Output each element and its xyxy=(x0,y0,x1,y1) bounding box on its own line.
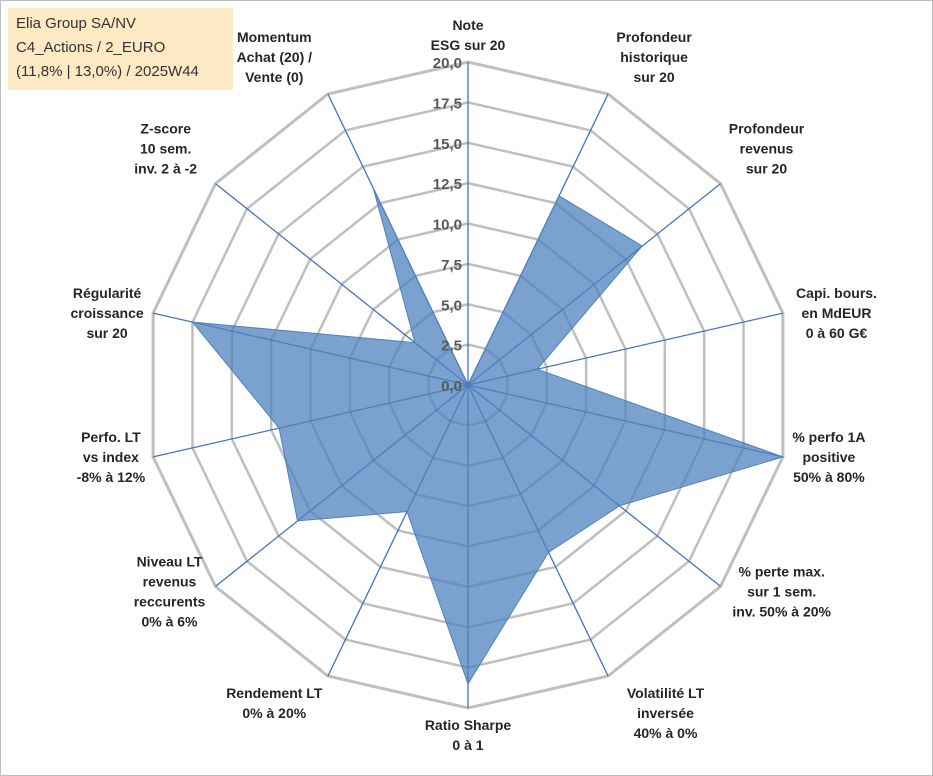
axis-label: % perte max. sur 1 sem. inv. 50% à 20% xyxy=(732,563,831,619)
tick-label: 10,0 xyxy=(433,217,462,234)
axis-label-line: Régularité xyxy=(73,285,142,301)
axis-label-line: revenus xyxy=(143,573,197,589)
axis-label-line: sur 20 xyxy=(746,161,787,177)
axis-label-line: historique xyxy=(620,49,688,65)
series-area xyxy=(191,188,785,685)
axis-label-line: reccurents xyxy=(134,593,206,609)
axis-label: Volatilité LT inversée 40% à 0% xyxy=(627,685,705,741)
axis-label-line: -8% à 12% xyxy=(77,469,146,485)
tick-label: 20,0 xyxy=(433,55,462,72)
category-label: C4_Actions / 2_EURO xyxy=(16,39,166,56)
tick-label: 0,0 xyxy=(441,378,462,395)
axis-label-line: 10 sem. xyxy=(140,141,191,157)
axis-label-line: sur 20 xyxy=(633,69,674,85)
axis-label-line: 0 à 1 xyxy=(452,737,483,753)
axis-label-line: positive xyxy=(802,449,855,465)
axis-label-line: 40% à 0% xyxy=(634,725,698,741)
axis-label-line: revenus xyxy=(740,141,794,157)
axis-label-line: 0 à 60 G€ xyxy=(806,325,868,341)
tick-label: 5,0 xyxy=(441,297,462,314)
axis-label: Z-score 10 sem. inv. 2 à -2 xyxy=(134,121,197,177)
axis-label: Capi. bours. en MdEUR 0 à 60 G€ xyxy=(796,285,877,341)
axis-label-line: 0% à 20% xyxy=(242,705,306,721)
axis-label: Rendement LT 0% à 20% xyxy=(226,685,323,721)
tick-label: 12,5 xyxy=(433,176,462,193)
axis-label-line: sur 20 xyxy=(86,325,127,341)
axis-label-line: Momentum xyxy=(237,29,312,45)
period-label: (11,8% | 13,0%) / 2025W44 xyxy=(16,63,199,80)
axis-labels: Note ESG sur 20 Profondeur historique sur 20… xyxy=(71,17,877,753)
axis-label-line: 50% à 80% xyxy=(793,469,865,485)
axis-label-line: inv. 50% à 20% xyxy=(732,603,831,619)
axis-label: Profondeur historique sur 20 xyxy=(616,29,692,85)
axis-label-line: inv. 2 à -2 xyxy=(134,161,197,177)
axis-label: Perfo. LT vs index -8% à 12% xyxy=(77,429,146,485)
axis-label-line: en MdEUR xyxy=(802,305,872,321)
axis-label: Profondeur revenus sur 20 xyxy=(729,121,805,177)
axis-label-line: Z-score xyxy=(140,121,191,137)
axis-label-line: Profondeur xyxy=(729,121,805,137)
axis-label-line: Vente (0) xyxy=(245,69,303,85)
axis-label: Note ESG sur 20 xyxy=(431,17,506,53)
axis-label: Niveau LT revenus reccurents 0% à 6% xyxy=(134,553,206,629)
axis-label-line: Achat (20) / xyxy=(237,49,313,65)
axis-label-line: Note xyxy=(452,17,483,33)
axis-label-line: Profondeur xyxy=(616,29,692,45)
axis-label-line: croissance xyxy=(71,305,144,321)
axis-label-line: vs index xyxy=(83,449,139,465)
axis-label-line: 0% à 6% xyxy=(141,613,198,629)
axis-label: Momentum Achat (20) / Vente (0) xyxy=(237,29,313,85)
axis-label-line: ESG sur 20 xyxy=(431,37,506,53)
axis-label: Ratio Sharpe 0 à 1 xyxy=(425,717,512,753)
axis-label-line: Niveau LT xyxy=(137,553,203,569)
axis-label-line: inversée xyxy=(637,705,694,721)
tick-label: 15,0 xyxy=(433,136,462,153)
tick-label: 2,5 xyxy=(441,338,462,355)
tick-labels: 0,0 2,5 5,0 7,5 10,0 12,5 15,0 17,5 20,0 xyxy=(433,55,462,395)
chart-title-box: Elia Group SA/NV C4_Actions / 2_EURO (11… xyxy=(8,8,233,90)
axis-label-line: Rendement LT xyxy=(226,685,323,701)
axis-label-line: Volatilité LT xyxy=(627,685,705,701)
axis-label-line: sur 1 sem. xyxy=(747,583,816,599)
axis-label-line: % perte max. xyxy=(739,563,825,579)
company-name: Elia Group SA/NV xyxy=(16,15,137,32)
axis-label-line: % perfo 1A xyxy=(792,429,865,445)
axis-label-line: Perfo. LT xyxy=(81,429,141,445)
tick-label: 17,5 xyxy=(433,95,462,112)
axis-label: % perfo 1A positive 50% à 80% xyxy=(792,429,865,485)
tick-label: 7,5 xyxy=(441,257,462,274)
axis-label-line: Ratio Sharpe xyxy=(425,717,512,733)
axis-label: Régularité croissance sur 20 xyxy=(71,285,144,341)
axis-label-line: Capi. bours. xyxy=(796,285,877,301)
data-area xyxy=(191,188,785,685)
